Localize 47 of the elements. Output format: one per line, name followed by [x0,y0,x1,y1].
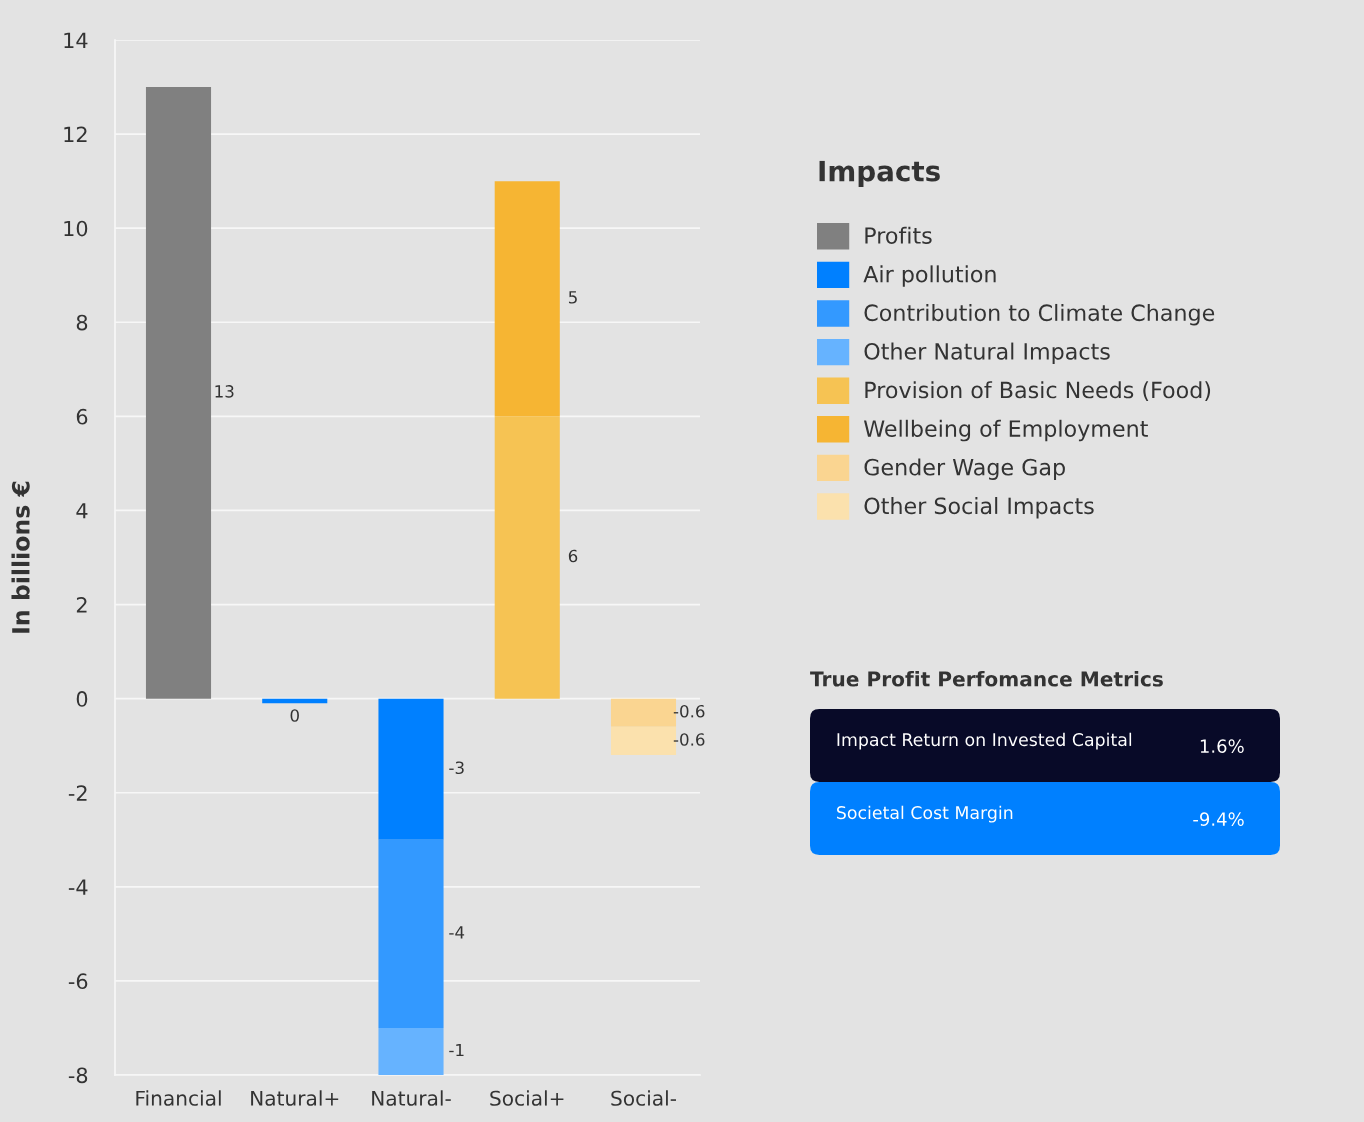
bar [378,1027,444,1075]
legend-label: Provision of Basic Needs (Food) [865,381,1211,401]
legend-label: Air pollution [863,265,996,287]
bar [145,87,212,699]
y-tick-label: 4 [76,503,88,519]
legend-label: Profits [865,226,932,244]
data-label: -0.6 [673,704,705,718]
x-tick-label: Natural+ [251,1090,339,1106]
bar [494,181,560,417]
legend-label: Other Social Impacts [864,497,1094,519]
y-tick-label: -8 [68,1067,88,1084]
category-label: Impact Return on Invested Capital [837,732,1132,750]
legend-label: Wellbeing of Employment [863,419,1148,442]
bar [378,698,444,840]
data-label: 6 [568,549,578,563]
text: True Profit Perfomance Metrics [810,671,1163,687]
text: 1.6% [1200,739,1244,753]
data-label: -0.6 [673,733,705,746]
data-label: 0 [290,709,299,722]
data-label: 5 [568,291,577,304]
legend-label: Gender Wage Gap [864,458,1065,480]
y-tick-label: 14 [64,32,88,48]
bar [494,416,560,699]
y-tick-label: 8 [76,314,88,331]
data-label: -3 [449,761,464,775]
legend-label: Contribution to Climate Change [864,303,1215,326]
data-label: 13 [215,385,234,398]
y-tick-label: -6 [68,973,88,990]
data-label: -1 [449,1043,464,1057]
y-tick-label: 2 [76,597,87,613]
y-tick-label: 10 [64,220,88,237]
category-label: Societal Cost Margin [836,805,1013,823]
x-tick-label: Financial [136,1090,221,1106]
text: -9.4% [1193,812,1244,826]
x-tick-label: Natural- [372,1090,451,1106]
legend-title: Impacts [819,160,940,187]
bar [378,839,444,1028]
data-label: -4 [449,926,465,939]
y-tick-label: 0 [76,691,88,707]
y-tick-label: 6 [76,408,88,425]
y-tick-label: -2 [68,785,87,801]
x-tick-label: Social+ [490,1090,564,1106]
x-tick-label: Social- [611,1090,676,1106]
legend-label: Other Natural Impacts [864,342,1110,365]
y-tick-label: -4 [68,879,88,895]
y-tick-label: 12 [64,126,87,143]
y-axis-title: In billions € [11,481,30,633]
